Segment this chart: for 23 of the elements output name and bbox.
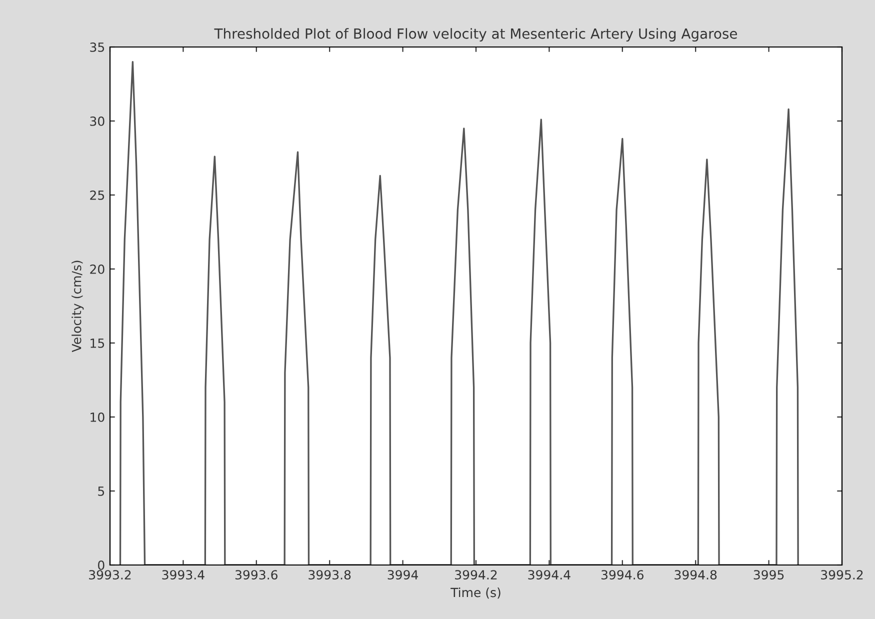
x-tick-label: 3994.2	[455, 570, 497, 580]
y-tick-label: 15	[90, 338, 104, 348]
y-tick-label: 10	[90, 412, 104, 422]
y-tick-label: 25	[90, 190, 104, 200]
y-axis-title: Velocity (cm/s)	[72, 260, 84, 352]
x-tick-label: 3993.4	[162, 570, 204, 580]
x-tick-label: 3994.8	[674, 570, 717, 580]
x-tick-label: 3993.6	[235, 570, 278, 580]
x-tick-label: 3995	[754, 570, 784, 580]
y-tick-label: 20	[90, 264, 104, 274]
y-tick-label: 0	[98, 560, 104, 570]
x-tick-label: 3993.8	[308, 570, 351, 580]
y-tick-label: 30	[90, 116, 104, 126]
line-series	[119, 60, 799, 565]
x-tick-label: 3993.2	[89, 570, 131, 580]
chart-title: Thresholded Plot of Blood Flow velocity at Mesenteric Artery Using Agarose	[214, 28, 737, 42]
x-tick-label: 3994.4	[528, 570, 570, 580]
x-tick-label: 3995.2	[821, 570, 863, 580]
y-tick-label: 5	[98, 486, 104, 496]
x-tick-label: 3994	[388, 570, 418, 580]
x-tick-label: 3994.6	[601, 570, 644, 580]
x-axis-title: Time (s)	[450, 588, 500, 599]
y-tick-label: 35	[90, 42, 104, 52]
